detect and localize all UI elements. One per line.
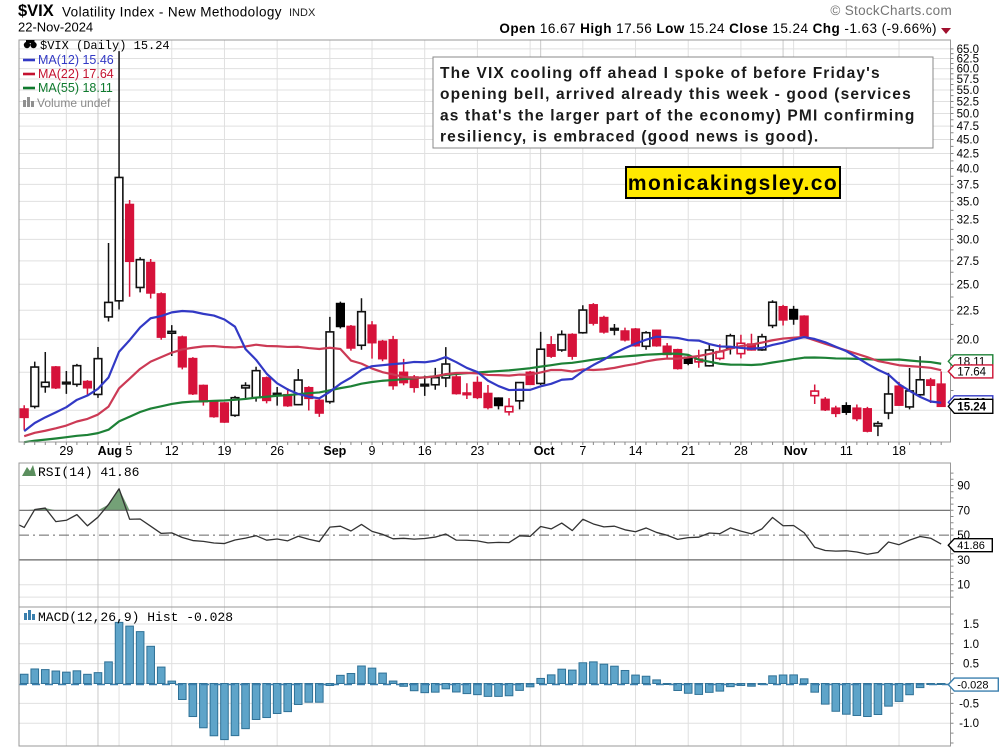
- svg-text:25.0: 25.0: [957, 279, 979, 291]
- svg-text:55.0: 55.0: [957, 85, 979, 97]
- svg-text:50.0: 50.0: [957, 109, 979, 121]
- svg-text:17.64: 17.64: [957, 366, 986, 378]
- svg-text:19: 19: [218, 444, 232, 458]
- svg-text:-1.0: -1.0: [959, 718, 979, 730]
- svg-text:$VIX: $VIX: [18, 2, 54, 20]
- svg-text:70: 70: [957, 505, 970, 517]
- svg-text:$VIX (Daily) 15.24: $VIX (Daily) 15.24: [40, 39, 170, 53]
- svg-text:1.5: 1.5: [963, 619, 979, 631]
- svg-text:65.0: 65.0: [957, 44, 979, 56]
- svg-text:MACD(12,26,9) Hist -0.028: MACD(12,26,9) Hist -0.028: [38, 610, 233, 625]
- svg-text:52.5: 52.5: [957, 96, 979, 108]
- svg-text:35.0: 35.0: [957, 196, 979, 208]
- svg-text:resiliency, is embraced (good: resiliency, is embraced (good news is go…: [440, 129, 819, 146]
- svg-text:MA(12) 15.46: MA(12) 15.46: [38, 53, 114, 67]
- svg-text:16: 16: [418, 444, 432, 458]
- svg-text:26: 26: [270, 444, 284, 458]
- svg-text:30: 30: [957, 555, 970, 567]
- svg-text:29: 29: [59, 444, 73, 458]
- svg-text:21: 21: [681, 444, 695, 458]
- svg-text:-0.5: -0.5: [959, 698, 979, 710]
- svg-text:22-Nov-2024: 22-Nov-2024: [18, 20, 93, 35]
- svg-text:11: 11: [840, 444, 853, 458]
- svg-text:MA(22) 17.64: MA(22) 17.64: [38, 67, 114, 81]
- svg-text:7: 7: [579, 444, 586, 458]
- svg-text:47.5: 47.5: [957, 121, 979, 133]
- svg-text:23: 23: [470, 444, 484, 458]
- svg-text:Volatility Index - New Methodo: Volatility Index - New Methodology: [62, 5, 282, 20]
- svg-text:42.5: 42.5: [957, 149, 979, 161]
- svg-text:Volume undef: Volume undef: [37, 96, 111, 110]
- svg-text:40.0: 40.0: [957, 163, 979, 175]
- svg-text:© StockCharts.com: © StockCharts.com: [830, 3, 952, 18]
- svg-text:90: 90: [957, 481, 970, 493]
- svg-text:1.0: 1.0: [963, 639, 979, 651]
- svg-text:9: 9: [369, 444, 376, 458]
- svg-text:The VIX cooling off ahead I sp: The VIX cooling off ahead I spoke of bef…: [440, 65, 881, 82]
- svg-text:-0.028: -0.028: [957, 680, 988, 692]
- svg-text:12: 12: [165, 444, 179, 458]
- svg-text:Sep: Sep: [323, 444, 346, 458]
- svg-text:15.24: 15.24: [957, 401, 986, 413]
- svg-text:RSI(14) 41.86: RSI(14) 41.86: [38, 465, 139, 480]
- svg-text:30.0: 30.0: [957, 234, 979, 246]
- svg-text:41.86: 41.86: [957, 540, 985, 552]
- svg-text:32.5: 32.5: [957, 215, 979, 227]
- svg-text:10: 10: [957, 580, 970, 592]
- svg-text:INDX: INDX: [289, 7, 316, 19]
- svg-text:opening bell, arrived already: opening bell, arrived already this week …: [440, 86, 912, 103]
- svg-text:18: 18: [892, 444, 906, 458]
- svg-text:14: 14: [629, 444, 643, 458]
- svg-text:60.0: 60.0: [957, 64, 979, 76]
- svg-text:20.0: 20.0: [957, 334, 979, 346]
- svg-text:MA(55) 18.11: MA(55) 18.11: [38, 81, 113, 95]
- svg-text:28: 28: [734, 444, 748, 458]
- svg-text:Aug 5: Aug 5: [98, 444, 133, 458]
- svg-text:27.5: 27.5: [957, 256, 979, 268]
- svg-text:Open 16.67 High 17.56 Low 15.2: Open 16.67 High 17.56 Low 15.24 Close 15…: [499, 21, 937, 36]
- svg-text:as that's the larger part of t: as that's the larger part of the economy…: [440, 107, 915, 124]
- svg-text:Nov: Nov: [784, 444, 808, 458]
- svg-text:62.5: 62.5: [957, 54, 979, 66]
- svg-text:22.5: 22.5: [957, 305, 979, 317]
- svg-text:57.5: 57.5: [957, 74, 979, 86]
- svg-text:45.0: 45.0: [957, 134, 979, 146]
- svg-text:0.5: 0.5: [963, 659, 979, 671]
- svg-text:37.5: 37.5: [957, 179, 979, 191]
- svg-text:monicakingsley.co: monicakingsley.co: [628, 172, 838, 195]
- svg-text:Oct: Oct: [534, 444, 556, 458]
